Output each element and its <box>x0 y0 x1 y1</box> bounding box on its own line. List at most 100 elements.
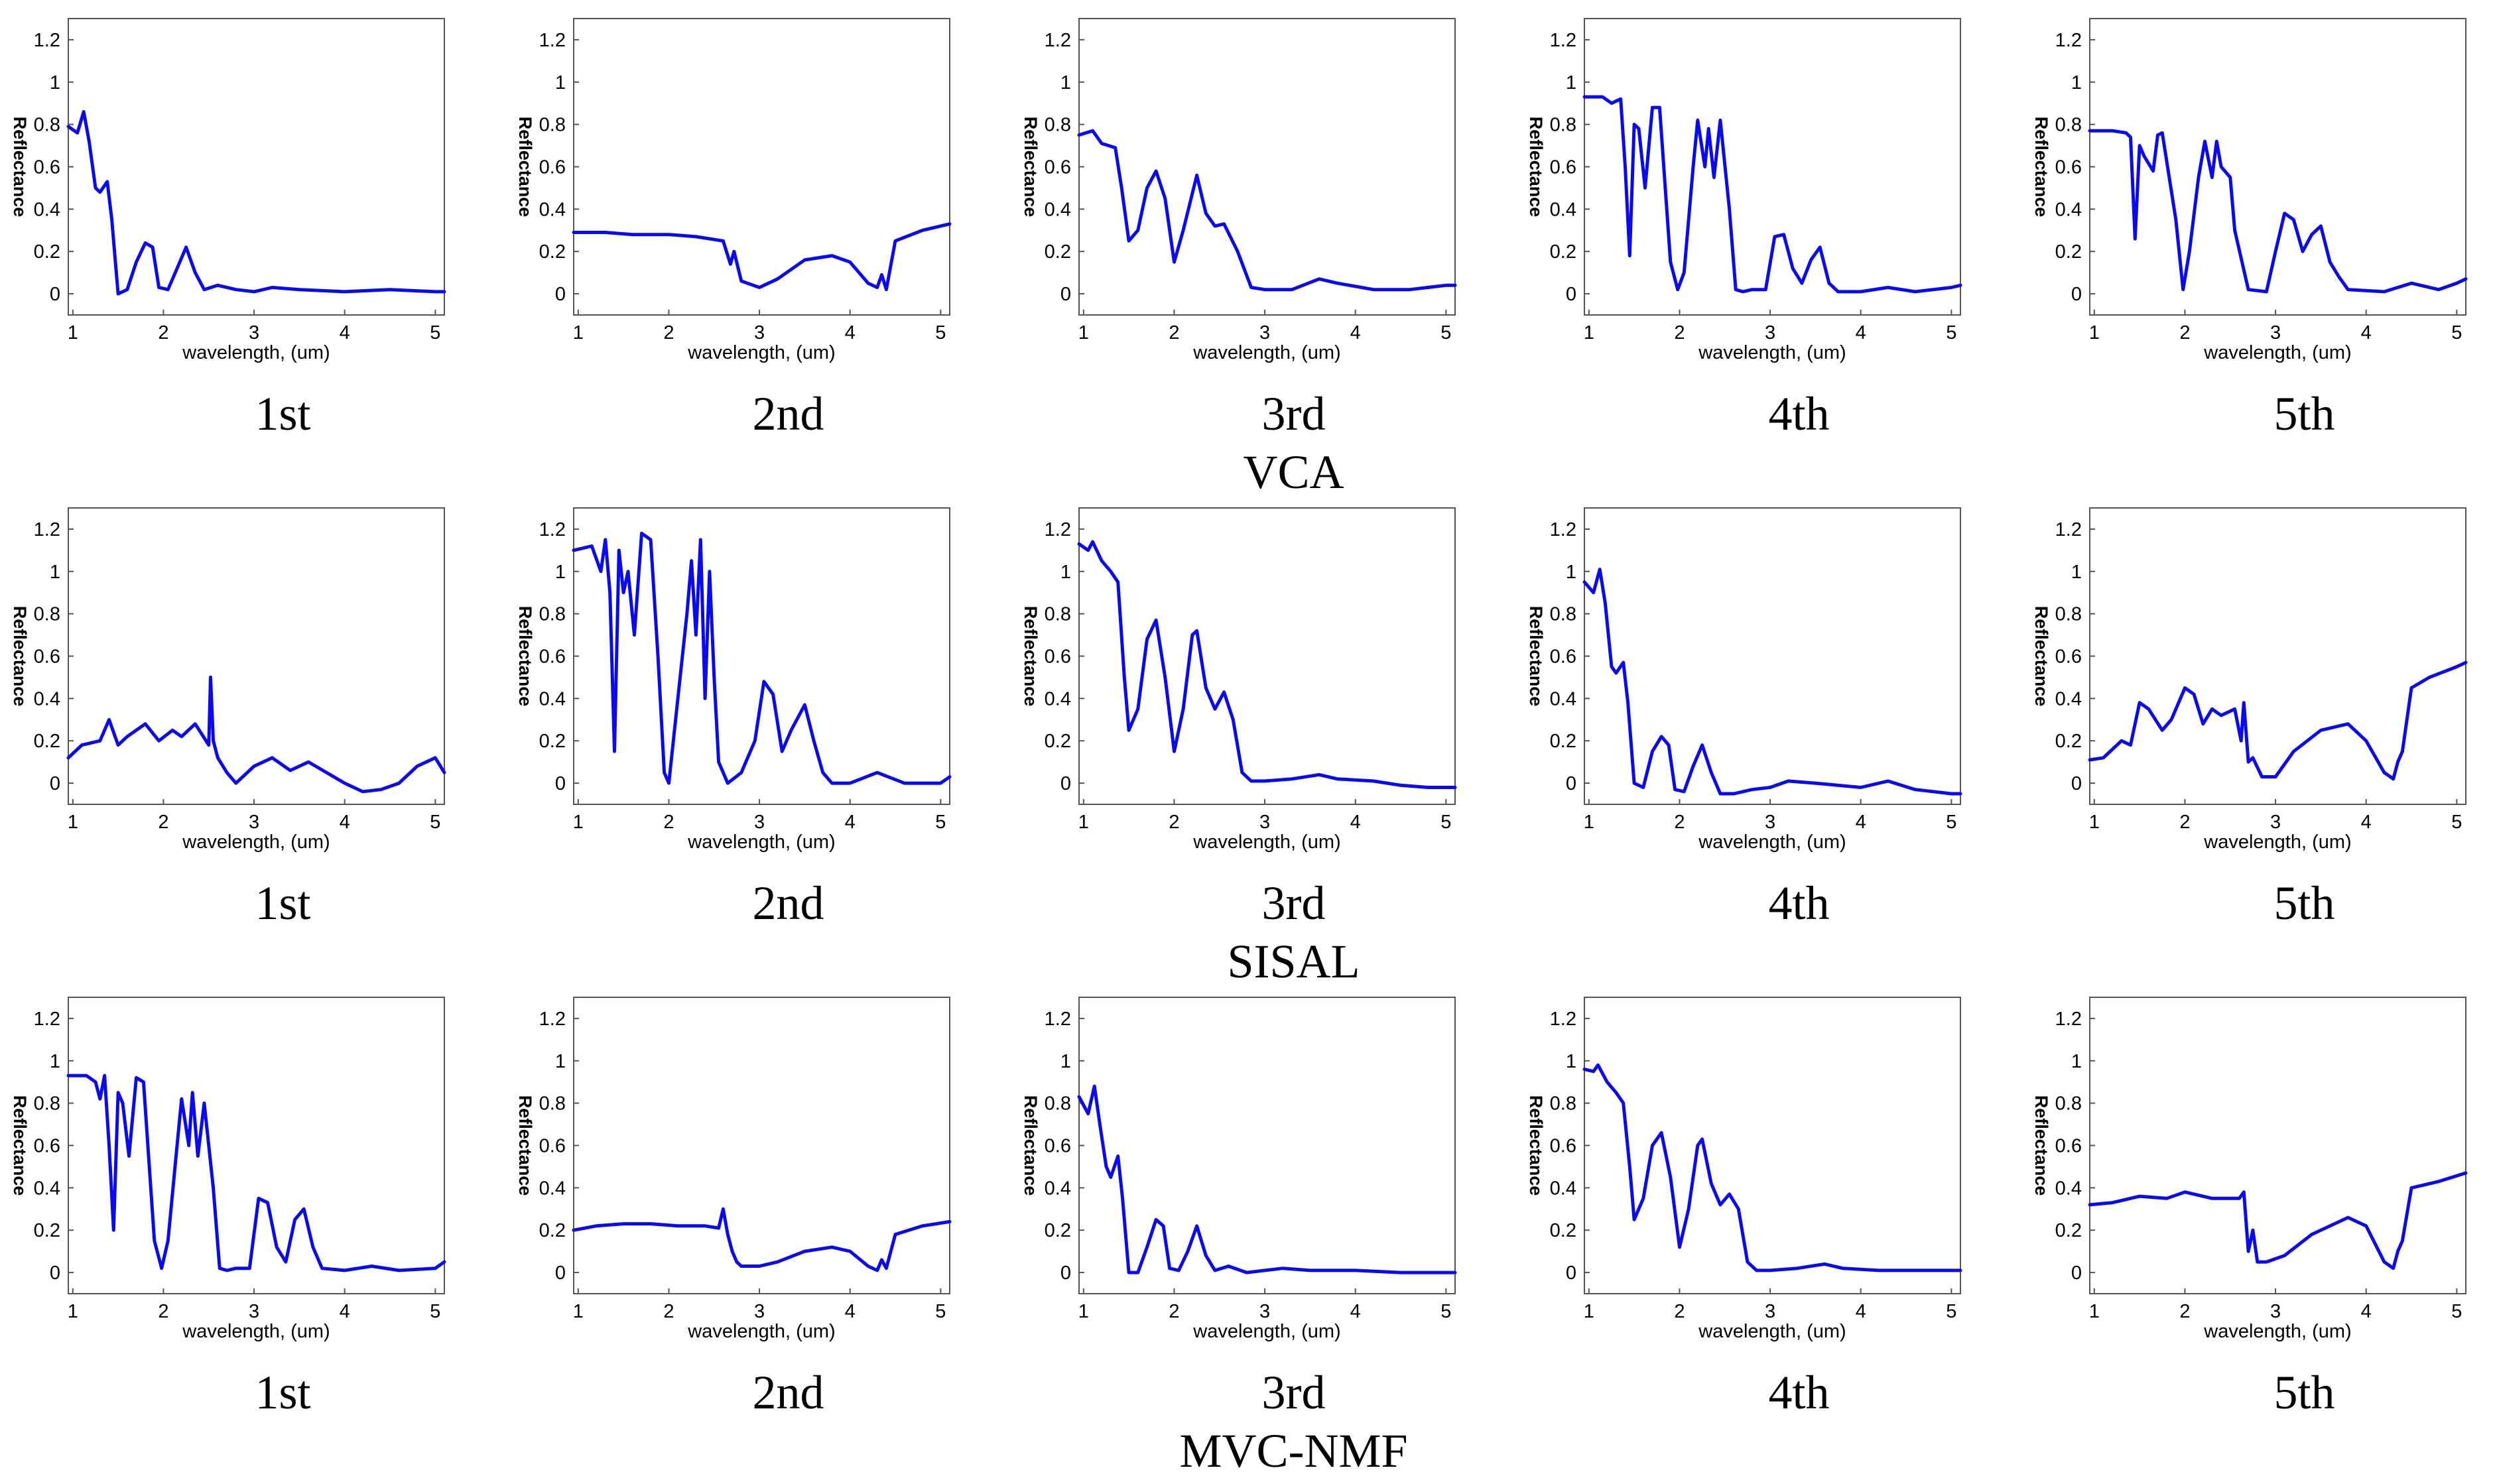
panel-mvc-nmf-3rd-frame <box>1078 997 1456 1294</box>
panel-vca-1st-spectrum-line <box>66 110 446 296</box>
y-tick-label: 0.8 <box>2055 115 2082 136</box>
y-tick-label: 1.2 <box>1045 30 1071 51</box>
x-tick-label: 5 <box>1946 1301 1956 1322</box>
y-tick-label: 0.2 <box>2055 1220 2082 1241</box>
y-tick-label: 1.2 <box>1045 519 1071 540</box>
panel-vca-3rd-frame <box>1078 18 1456 316</box>
y-tick-label: 0.2 <box>2055 241 2082 263</box>
y-tick-label: 1.2 <box>2055 1009 2082 1030</box>
x-axis-label: wavelength, (um) <box>1698 1321 1846 1342</box>
y-axis-label: Reflectance <box>1021 117 1041 217</box>
y-tick-label: 0.2 <box>1550 1220 1576 1241</box>
y-tick-label: 0 <box>555 284 566 305</box>
x-tick-label: 1 <box>1078 322 1089 343</box>
panel-sisal-2nd-frame <box>573 507 950 805</box>
x-tick-label: 5 <box>1440 322 1451 343</box>
y-tick-label: 0.4 <box>1550 199 1576 220</box>
x-tick-label: 5 <box>935 322 946 343</box>
x-tick-label: 3 <box>1765 812 1775 833</box>
group-title: SISAL <box>1227 935 1360 988</box>
x-axis-label: wavelength, (um) <box>1192 832 1340 853</box>
x-axis-label: wavelength, (um) <box>2203 342 2351 363</box>
panel-vca-1st-frame <box>68 18 445 316</box>
y-tick-label: 0.2 <box>2055 731 2082 752</box>
y-tick-label: 0.4 <box>1550 1178 1576 1199</box>
panel-vca-2nd-spectrum-line <box>572 222 952 292</box>
x-tick-label: 1 <box>573 812 584 833</box>
y-tick-label: 1 <box>555 72 566 93</box>
x-tick-label: 4 <box>1350 812 1361 833</box>
y-tick-label: 1 <box>555 562 566 583</box>
x-tick-label: 3 <box>249 1301 259 1322</box>
y-tick-label: 0.4 <box>1045 199 1071 220</box>
y-tick-label: 0.4 <box>539 1178 566 1199</box>
y-tick-label: 1.2 <box>539 1009 566 1030</box>
x-tick-label: 1 <box>2089 1301 2100 1322</box>
x-axis-label: wavelength, (um) <box>687 832 835 853</box>
y-tick-label: 0.8 <box>1045 1093 1071 1115</box>
y-tick-label: 1 <box>50 1051 60 1072</box>
panel-caption: 3rd <box>1262 877 1326 930</box>
x-tick-label: 2 <box>663 1301 674 1322</box>
y-tick-label: 0 <box>555 773 566 794</box>
group-title: MVC-NMF <box>1179 1424 1407 1477</box>
y-tick-label: 1.2 <box>34 519 60 540</box>
x-tick-label: 4 <box>1856 1301 1866 1322</box>
y-axis-label: Reflectance <box>10 606 30 707</box>
y-tick-label: 0.6 <box>1550 157 1576 178</box>
y-axis-label: Reflectance <box>1021 606 1041 707</box>
x-tick-label: 1 <box>68 812 78 833</box>
x-axis-label: wavelength, (um) <box>2203 1321 2351 1342</box>
y-tick-label: 0 <box>50 284 60 305</box>
x-tick-label: 5 <box>2451 322 2462 343</box>
x-tick-label: 5 <box>430 322 440 343</box>
x-tick-label: 5 <box>2451 1301 2462 1322</box>
panel-vca-4th-spectrum-line <box>1582 95 1962 294</box>
panel-vca-5th-frame <box>2089 18 2466 316</box>
y-tick-label: 0.6 <box>1045 647 1071 668</box>
panel-mvc-nmf-4th-spectrum-line <box>1582 1063 1962 1272</box>
y-tick-label: 1 <box>1060 72 1071 93</box>
panel-sisal-1st-spectrum-line <box>66 675 446 794</box>
panel-caption: 5th <box>2273 877 2334 930</box>
y-tick-label: 0.6 <box>1550 1136 1576 1157</box>
panel-sisal-5th-frame <box>2089 507 2466 805</box>
x-tick-label: 4 <box>340 1301 350 1322</box>
y-axis-label: Reflectance <box>1526 117 1546 217</box>
y-tick-label: 0.6 <box>34 647 60 668</box>
y-tick-label: 0.6 <box>2055 647 2082 668</box>
y-tick-label: 0 <box>1060 1263 1071 1284</box>
panel-sisal-5th-spectrum-line <box>2088 660 2468 781</box>
y-tick-label: 1.2 <box>34 30 60 51</box>
x-tick-label: 3 <box>2270 1301 2281 1322</box>
y-tick-label: 1 <box>555 1051 566 1072</box>
y-axis-label: Reflectance <box>10 1095 30 1196</box>
x-axis-label: wavelength, (um) <box>2203 832 2351 853</box>
panel-vca-4th-frame <box>1584 18 1961 316</box>
x-tick-label: 3 <box>1259 812 1270 833</box>
x-axis-label: wavelength, (um) <box>687 342 835 363</box>
y-tick-label: 1.2 <box>1550 30 1576 51</box>
panel-caption: 2nd <box>753 1366 824 1419</box>
panel-mvc-nmf-5th-frame <box>2089 997 2466 1294</box>
y-axis-label: Reflectance <box>1526 606 1546 707</box>
y-tick-label: 0.8 <box>34 604 60 625</box>
y-tick-label: 0.8 <box>539 604 566 625</box>
panel-mvc-nmf-1st-frame <box>68 997 445 1294</box>
x-tick-label: 2 <box>663 322 674 343</box>
x-tick-label: 3 <box>754 322 765 343</box>
x-tick-label: 4 <box>845 812 856 833</box>
panel-caption: 4th <box>1768 387 1829 440</box>
y-tick-label: 0.2 <box>1045 241 1071 263</box>
y-tick-label: 1 <box>1060 562 1071 583</box>
x-tick-label: 1 <box>1584 812 1594 833</box>
x-tick-label: 4 <box>845 1301 856 1322</box>
y-tick-label: 0.2 <box>1045 731 1071 752</box>
y-tick-label: 1 <box>2071 72 2082 93</box>
y-tick-label: 0.2 <box>34 241 60 263</box>
y-tick-label: 1.2 <box>539 519 566 540</box>
x-tick-label: 3 <box>754 812 765 833</box>
x-tick-label: 2 <box>158 812 168 833</box>
y-tick-label: 0.6 <box>2055 157 2082 178</box>
x-tick-label: 4 <box>1350 322 1361 343</box>
